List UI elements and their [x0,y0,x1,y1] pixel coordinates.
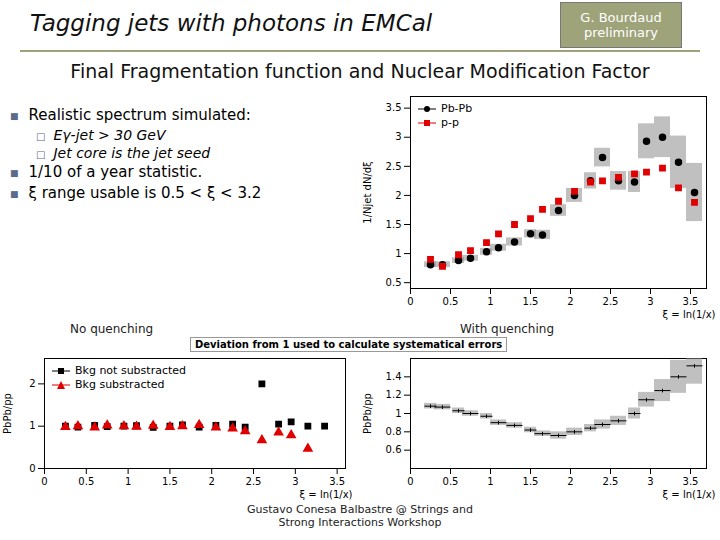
html-text:p-p: p-p [441,116,459,129]
svg-text:ξ = ln(1/x): ξ = ln(1/x) [663,489,716,500]
html-text:1/10 of a year statistic.: 1/10 of a year statistic. [28,163,203,181]
html-text:Eγ-jet > 30 GeV: Eγ-jet > 30 GeV [53,127,166,143]
svg-text:3.5: 3.5 [386,102,402,113]
svg-text:0: 0 [407,296,413,307]
svg-text:2.5: 2.5 [386,161,402,172]
svg-text:2: 2 [567,476,573,487]
html-text:Deviation from 1 used to calcu: Deviation from 1 used to calculate syste… [195,339,503,350]
html-text:G. Bourdaud preliminary: G. Bourdaud preliminary [580,10,662,40]
svg-text:PbPb/pp: PbPb/pp [2,393,13,434]
html-text:Pb-Pb: Pb-Pb [441,102,473,115]
svg-text:1.2: 1.2 [386,389,402,400]
svg-text:1: 1 [487,476,493,487]
svg-text:2: 2 [209,476,215,487]
svg-text:1.5: 1.5 [162,476,178,487]
svg-text:1.5: 1.5 [523,476,539,487]
svg-text:1.5: 1.5 [523,296,539,307]
svg-text:1: 1 [29,420,35,431]
svg-text:1: 1 [395,248,401,259]
svg-text:3: 3 [292,476,298,487]
html-text:With quenching: With quenching [460,322,554,336]
svg-text:1: 1 [125,476,131,487]
html-text:Bkg substracted: Bkg substracted [75,378,165,391]
svg-text:3: 3 [647,476,653,487]
svg-text:0.5: 0.5 [386,277,402,288]
html-text:Tagging jets with photons in E: Tagging jets with photons in EMCal [30,10,433,36]
svg-text:3: 3 [395,131,401,142]
html-text:Bkg not substracted: Bkg not substracted [75,364,186,377]
html-text:Final Fragmentation function a: Final Fragmentation function and Nuclear… [70,60,650,82]
svg-text:ξ = ln(1/x): ξ = ln(1/x) [300,489,353,500]
svg-text:1.5: 1.5 [386,219,402,230]
svg-text:0: 0 [29,463,35,474]
svg-text:3: 3 [647,296,653,307]
svg-text:0: 0 [41,476,47,487]
svg-text:2: 2 [395,190,401,201]
svg-text:1: 1 [395,408,401,419]
svg-text:0: 0 [407,476,413,487]
svg-text:3.5: 3.5 [683,476,699,487]
html-text:Realistic spectrum simulated:: Realistic spectrum simulated: [28,106,251,124]
svg-text:0.6: 0.6 [386,444,402,455]
svg-text:0.5: 0.5 [443,296,459,307]
svg-text:0.5: 0.5 [78,476,94,487]
svg-text:0.5: 0.5 [443,476,459,487]
svg-text:PbPb/pp: PbPb/pp [362,393,373,434]
svg-text:2.5: 2.5 [246,476,262,487]
svg-text:2.5: 2.5 [603,296,619,307]
svg-text:1: 1 [487,296,493,307]
svg-text:ξ = ln(1/x): ξ = ln(1/x) [663,309,716,320]
svg-text:2: 2 [567,296,573,307]
svg-text:1.4: 1.4 [386,371,402,382]
svg-text:3.5: 3.5 [683,296,699,307]
html-text:Gustavo Conesa Balbastre @ Str: Gustavo Conesa Balbastre @ Strings and S… [247,503,473,529]
svg-text:0.8: 0.8 [386,426,402,437]
svg-text:3.5: 3.5 [329,476,345,487]
svg-text:1/Njet dN/dξ: 1/Njet dN/dξ [362,161,373,223]
html-text:No quenching: No quenching [70,322,154,336]
html-text:ξ range usable is 0.5 < ξ < 3.: ξ range usable is 0.5 < ξ < 3.2 [28,184,262,202]
svg-text:2.5: 2.5 [603,476,619,487]
svg-text:2: 2 [29,378,35,389]
html-text:Jet core is the jet seed: Jet core is the jet seed [53,145,211,161]
